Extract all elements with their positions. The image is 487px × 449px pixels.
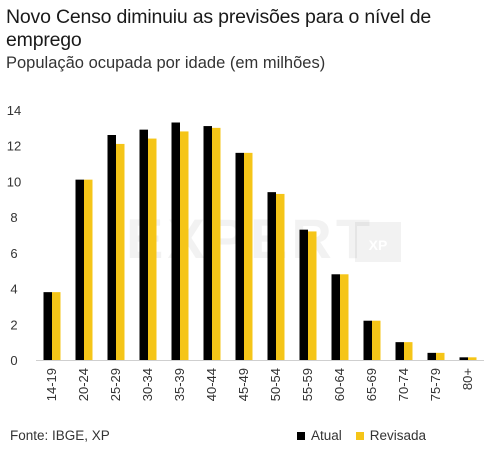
x-tick-label: 55-59 [300,368,315,401]
x-tick-label: 75-79 [428,368,443,401]
chart-title: Novo Censo diminuiu as previsões para o … [6,6,432,51]
bar-revisada-35-39 [180,131,189,360]
x-tick-label: 70-74 [396,368,411,401]
y-tick-label: 14 [7,103,21,118]
bar-atual-45-49 [235,152,244,360]
bar-revisada-60-64 [340,274,349,360]
bar-atual-40-44 [203,126,212,360]
bar-revisada-20-24 [84,179,93,360]
chart-legend: Atual Revisada [297,428,440,443]
bar-revisada-70-74 [404,342,413,360]
x-tick-label: 20-24 [76,368,91,401]
bar-revisada-14-19 [52,292,61,360]
x-tick-label: 80+ [460,368,475,390]
y-tick-label: 12 [7,139,21,154]
bar-atual-80+ [459,357,468,360]
bar-atual-70-74 [395,342,404,360]
bar-atual-20-24 [75,179,84,360]
bar-atual-25-29 [107,135,116,360]
x-tick-label: 60-64 [332,368,347,401]
legend-item-revisada: Revisada [355,428,427,443]
bar-revisada-80+ [468,357,477,360]
y-tick-label: 6 [10,246,17,261]
bar-revisada-65-69 [372,320,381,360]
x-tick-label: 25-29 [108,368,123,401]
bar-revisada-25-29 [116,143,125,360]
y-tick-label: 10 [7,174,21,189]
bar-revisada-45-49 [244,152,253,360]
legend-swatch-atual [297,431,305,440]
bar-revisada-30-34 [148,138,157,360]
bar-atual-75-79 [427,352,436,360]
x-tick-label: 35-39 [172,368,187,401]
bar-revisada-55-59 [308,231,317,360]
y-tick-label: 8 [10,210,17,225]
bar-atual-60-64 [331,274,340,360]
legend-label-atual: Atual [311,428,342,443]
y-tick-label: 2 [10,317,17,332]
legend-label-revisada: Revisada [369,428,427,443]
x-tick-label: 50-54 [268,368,283,401]
legend-item-atual: Atual [297,428,342,443]
chart-subtitle: População ocupada por idade (em milhões) [6,54,326,72]
bar-atual-14-19 [43,292,52,360]
watermark-badge-text: XP [369,237,388,253]
bar-revisada-50-54 [276,193,285,360]
x-tick-label: 40-44 [204,368,219,401]
y-tick-label: 4 [10,282,17,297]
bar-atual-30-34 [139,129,148,360]
bar-atual-35-39 [171,122,180,360]
x-tick-label: 30-34 [140,368,155,401]
bar-atual-65-69 [363,320,372,360]
x-tick-label: 45-49 [236,368,251,401]
source-note: Fonte: IBGE, XP [10,428,110,443]
x-tick-label: 65-69 [364,368,379,401]
legend-swatch-revisada [355,431,364,440]
bar-revisada-40-44 [212,127,221,360]
bar-atual-50-54 [267,192,276,360]
y-tick-label: 0 [10,353,17,368]
bar-revisada-75-79 [436,352,445,360]
bar-atual-55-59 [299,229,308,360]
watermark-badge [355,222,401,262]
x-tick-label: 14-19 [44,368,59,401]
